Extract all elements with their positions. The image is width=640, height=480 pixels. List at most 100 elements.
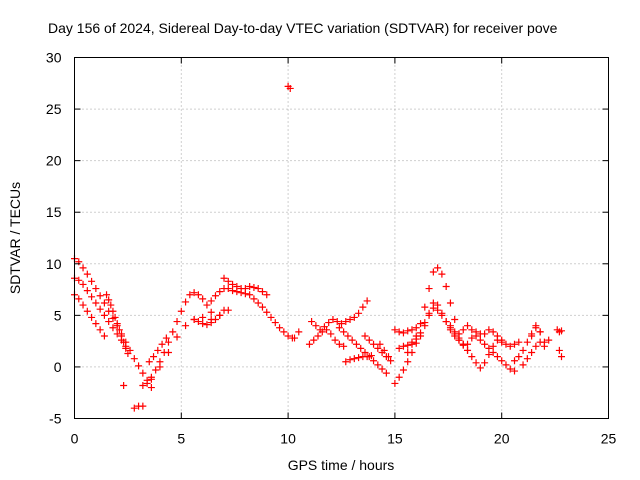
data-point	[139, 381, 147, 389]
y-tick-label: 30	[46, 50, 62, 66]
data-point	[374, 361, 382, 369]
data-point	[348, 336, 356, 344]
data-point	[335, 324, 343, 332]
axis-ticks	[74, 57, 609, 419]
data-point	[335, 340, 343, 348]
data-point	[135, 362, 143, 370]
series-seg11	[207, 285, 296, 342]
data-point	[346, 356, 354, 364]
data-point	[489, 328, 497, 336]
data-point	[92, 285, 100, 293]
data-point	[485, 344, 493, 352]
data-point	[79, 301, 87, 309]
data-point	[481, 359, 489, 367]
data-point	[346, 315, 354, 323]
data-point	[75, 276, 83, 284]
data-point	[395, 344, 403, 352]
data-point	[158, 340, 166, 348]
data-point	[481, 340, 489, 348]
data-point	[395, 328, 403, 336]
data-point	[96, 292, 104, 300]
data-point	[147, 384, 155, 392]
data-point	[325, 319, 333, 327]
series-seg28	[481, 326, 523, 350]
y-axis-label: SDTVAR / TECUs	[7, 182, 23, 294]
data-point	[305, 340, 313, 348]
data-point	[511, 357, 519, 365]
data-point	[88, 277, 96, 285]
data-point	[429, 268, 437, 276]
data-point	[355, 354, 363, 362]
data-point	[404, 341, 412, 349]
data-point	[378, 365, 386, 373]
data-point	[220, 274, 228, 282]
y-tick-label: 0	[54, 359, 62, 375]
data-point	[370, 357, 378, 365]
data-point	[120, 338, 128, 346]
data-point	[263, 291, 271, 299]
data-point	[438, 309, 446, 317]
data-point	[352, 340, 360, 348]
data-point	[92, 299, 100, 307]
data-point	[286, 84, 294, 92]
data-point	[291, 334, 299, 342]
data-point	[173, 333, 181, 341]
data-point	[472, 359, 480, 367]
data-point	[442, 318, 450, 326]
series-seg14	[291, 328, 303, 342]
data-point	[511, 367, 519, 375]
y-tick-label: 25	[46, 101, 62, 117]
data-point	[380, 346, 388, 354]
data-point	[395, 373, 403, 381]
data-point	[506, 342, 514, 350]
data-point	[111, 313, 119, 321]
data-point	[425, 311, 433, 319]
data-point	[130, 404, 138, 412]
data-point	[558, 353, 566, 361]
data-point	[468, 353, 476, 361]
data-point	[502, 340, 510, 348]
data-point	[421, 303, 429, 311]
data-point	[446, 299, 454, 307]
data-point	[506, 365, 514, 373]
series-seg30	[519, 338, 548, 369]
data-point	[224, 285, 232, 293]
data-point	[344, 332, 352, 340]
data-point	[147, 375, 155, 383]
data-point	[103, 291, 111, 299]
x-tick-label: 15	[387, 431, 403, 447]
data-point	[152, 366, 160, 374]
data-point	[404, 327, 412, 335]
data-point	[489, 348, 497, 356]
data-point	[79, 280, 87, 288]
data-point	[229, 287, 237, 295]
series-seg19	[361, 332, 395, 365]
data-point	[476, 336, 484, 344]
data-point	[156, 363, 164, 371]
data-point	[224, 277, 232, 285]
data-point	[150, 353, 158, 361]
data-point	[459, 340, 467, 348]
data-point	[96, 305, 104, 313]
data-point	[404, 358, 412, 366]
data-point	[338, 320, 345, 328]
data-point	[327, 330, 335, 338]
data-point	[154, 346, 162, 354]
data-point	[363, 353, 371, 361]
data-point	[519, 361, 527, 369]
data-point	[100, 299, 108, 307]
y-tick-label: 15	[46, 204, 62, 220]
data-point	[417, 332, 425, 340]
data-point	[107, 301, 115, 309]
data-point	[451, 328, 459, 336]
data-point	[271, 319, 279, 327]
data-point	[502, 361, 510, 369]
data-point	[387, 357, 395, 365]
data-point	[211, 315, 219, 323]
chart-title: Day 156 of 2024, Sidereal Day-to-day VTE…	[48, 20, 558, 36]
plot-frame	[74, 57, 609, 419]
data-point	[207, 319, 215, 327]
data-point	[229, 280, 237, 288]
data-point	[233, 282, 241, 290]
x-axis-label: GPS time / hours	[288, 457, 395, 473]
